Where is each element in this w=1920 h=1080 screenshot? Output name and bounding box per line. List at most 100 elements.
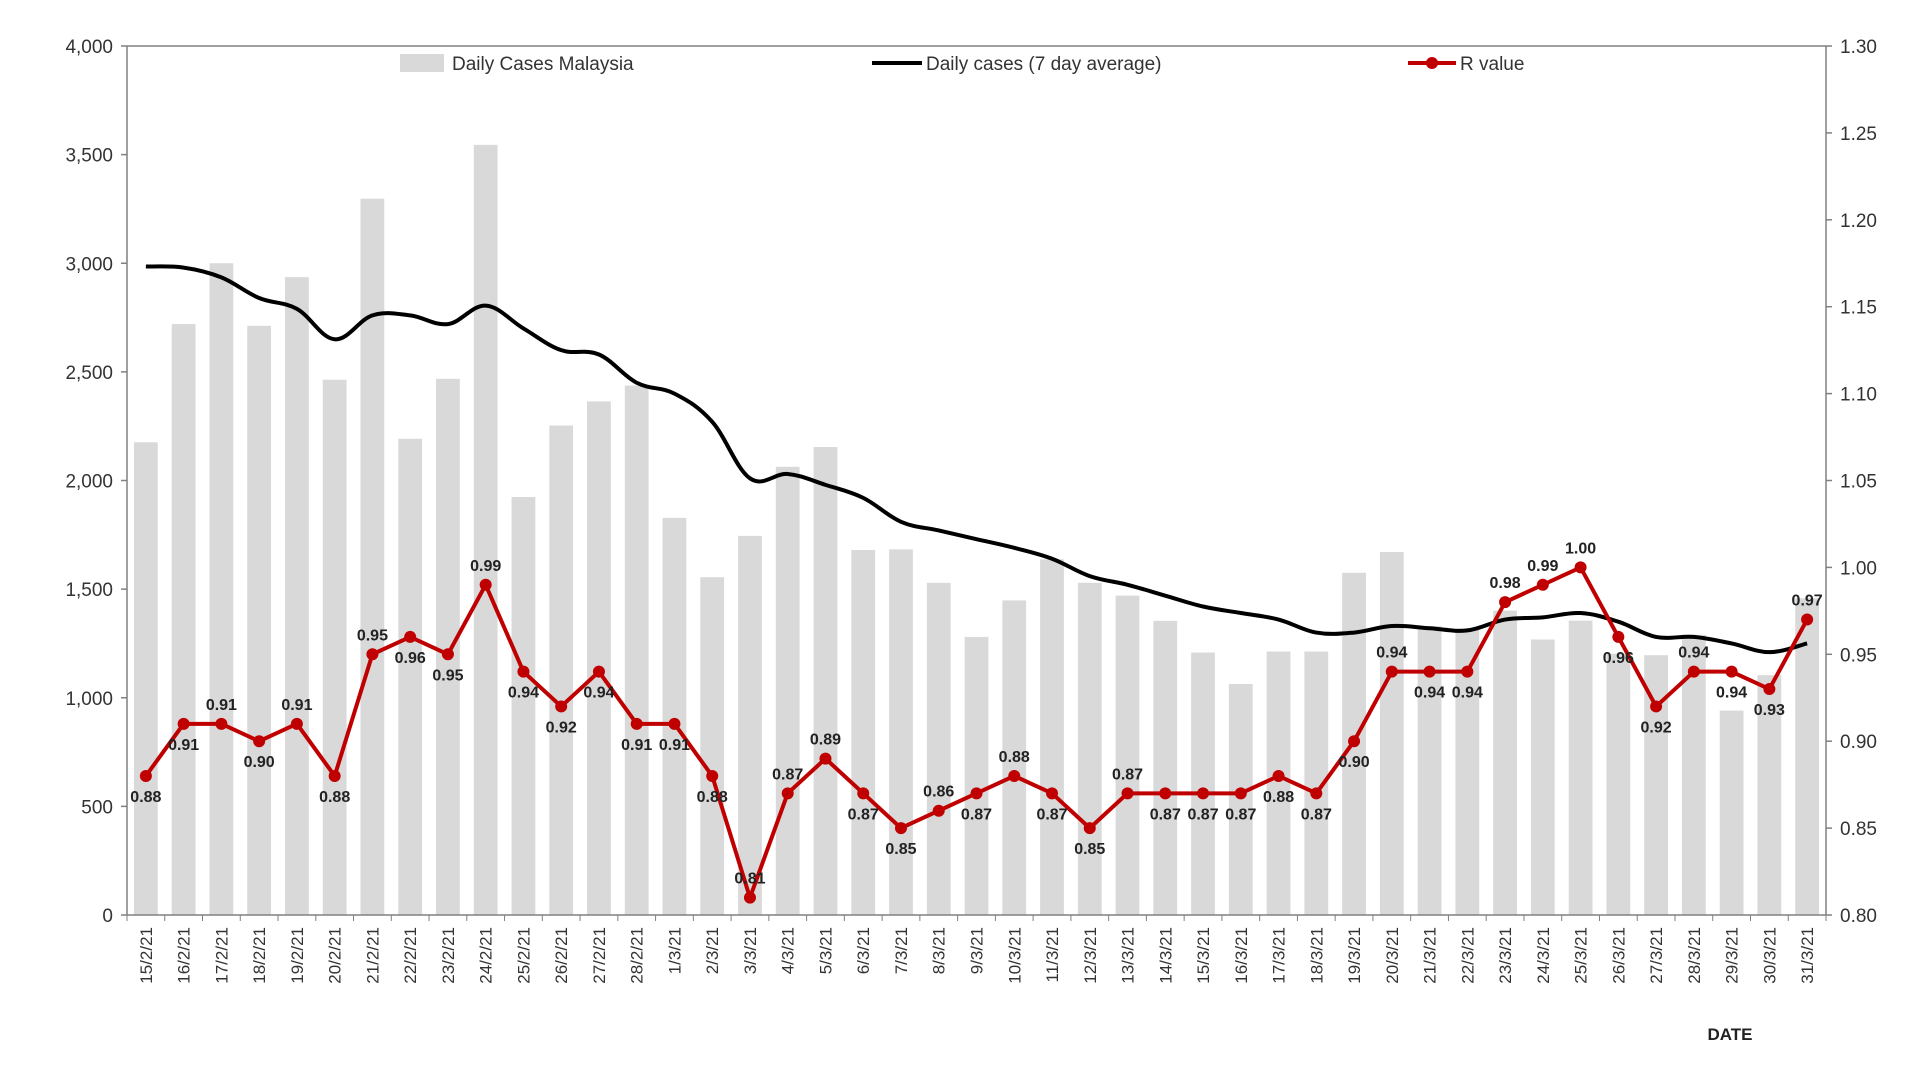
r-label-17/2/21: 0.91 <box>206 697 237 714</box>
r-point-15/3/21 <box>1197 787 1210 800</box>
right-tick-label: 1.05 <box>1840 472 1877 493</box>
r-label-18/2/21: 0.90 <box>244 754 275 771</box>
bar-18/3/21 <box>1304 651 1329 915</box>
legend-label-r-value: R value <box>1460 54 1524 75</box>
right-tick-label: 1.10 <box>1840 385 1877 406</box>
x-tick-label-27/2/21: 27/2/21 <box>590 927 609 984</box>
bar-18/2/21 <box>247 325 272 915</box>
r-label-23/2/21: 0.95 <box>432 667 463 684</box>
right-tick-label: 0.95 <box>1840 645 1877 666</box>
r-point-28/3/21 <box>1687 665 1700 678</box>
x-tick-label-26/2/21: 26/2/21 <box>552 927 571 984</box>
bar-10/3/21 <box>1002 600 1027 915</box>
r-point-28/2/21 <box>630 717 643 730</box>
r-label-19/2/21: 0.91 <box>281 697 312 714</box>
r-point-18/3/21 <box>1310 787 1323 800</box>
r-point-5/3/21 <box>819 752 832 765</box>
x-tick-label-15/3/21: 15/3/21 <box>1194 927 1213 984</box>
r-point-17/3/21 <box>1272 769 1285 782</box>
avg-line-path <box>145 264 1808 655</box>
r-label-6/3/21: 0.87 <box>848 806 879 823</box>
bar-7/3/21 <box>889 549 913 915</box>
x-tick-label-16/2/21: 16/2/21 <box>175 927 194 984</box>
x-tick-label-19/3/21: 19/3/21 <box>1345 927 1364 984</box>
r-point-22/2/21 <box>404 630 417 643</box>
left-tick-label: 1,000 <box>65 689 113 710</box>
x-tick-label-22/3/21: 22/3/21 <box>1458 927 1477 984</box>
r-point-25/3/21 <box>1574 561 1587 574</box>
x-tick-label-24/3/21: 24/3/21 <box>1534 927 1553 984</box>
r-point-20/2/21 <box>328 769 341 782</box>
x-tick-label-26/3/21: 26/3/21 <box>1609 927 1628 984</box>
left-tick-label: 0 <box>102 906 113 927</box>
r-label-29/3/21: 0.94 <box>1716 685 1747 702</box>
bar-17/3/21 <box>1266 651 1291 915</box>
r-label-11/3/21: 0.87 <box>1036 806 1067 823</box>
x-tick-label-6/3/21: 6/3/21 <box>854 927 873 974</box>
r-label-25/3/21: 1.00 <box>1565 540 1596 557</box>
x-tick-label-10/3/21: 10/3/21 <box>1005 927 1024 984</box>
r-point-10/3/21 <box>1008 769 1021 782</box>
x-tick-label-8/3/21: 8/3/21 <box>930 927 949 974</box>
right-tick-label: 0.80 <box>1840 906 1877 927</box>
bar-26/2/21 <box>549 425 574 915</box>
bar-24/3/21 <box>1530 639 1555 915</box>
bar-14/3/21 <box>1153 620 1178 915</box>
bar-3/3/21 <box>738 535 762 915</box>
bar-5/3/21 <box>813 447 838 915</box>
r-label-26/2/21: 0.92 <box>546 719 577 736</box>
r-label-17/3/21: 0.88 <box>1263 789 1294 806</box>
right-tick-label: 1.30 <box>1840 37 1877 58</box>
r-point-23/3/21 <box>1499 596 1512 609</box>
r-label-16/3/21: 0.87 <box>1225 806 1256 823</box>
bar-28/2/21 <box>624 385 649 915</box>
r-point-16/2/21 <box>177 717 190 730</box>
r-point-25/2/21 <box>517 665 530 678</box>
bar-28/3/21 <box>1681 634 1706 915</box>
left-tick-label: 2,500 <box>65 363 113 384</box>
bar-12/3/21 <box>1077 582 1102 915</box>
x-tick-label-16/3/21: 16/3/21 <box>1232 927 1251 984</box>
r-point-21/3/21 <box>1423 665 1436 678</box>
left-tick-label: 500 <box>81 797 113 818</box>
r-point-11/3/21 <box>1046 787 1059 800</box>
x-tick-label-1/3/21: 1/3/21 <box>665 927 684 974</box>
x-tick-label-25/3/21: 25/3/21 <box>1572 927 1591 984</box>
bar-20/3/21 <box>1379 551 1404 915</box>
x-tick-label-25/2/21: 25/2/21 <box>514 927 533 984</box>
r-point-19/3/21 <box>1348 735 1361 748</box>
bar-30/3/21 <box>1757 675 1782 915</box>
r-label-5/3/21: 0.89 <box>810 732 841 749</box>
legend-label-7-day-average: Daily cases (7 day average) <box>926 54 1162 75</box>
bar-21/3/21 <box>1417 626 1442 915</box>
line-series-7-day-average <box>145 264 1808 655</box>
r-point-29/3/21 <box>1725 665 1738 678</box>
r-point-22/3/21 <box>1461 665 1474 678</box>
r-label-23/3/21: 0.98 <box>1490 575 1521 592</box>
x-tick-label-18/3/21: 18/3/21 <box>1307 927 1326 984</box>
bar-21/2/21 <box>360 198 385 915</box>
x-tick-label-28/3/21: 28/3/21 <box>1685 927 1704 984</box>
bar-6/3/21 <box>851 550 876 915</box>
r-label-27/3/21: 0.92 <box>1641 719 1672 736</box>
r-point-12/3/21 <box>1083 822 1096 835</box>
bar-15/3/21 <box>1191 652 1215 915</box>
x-tick-label-22/2/21: 22/2/21 <box>401 927 420 984</box>
r-label-15/2/21: 0.88 <box>130 789 161 806</box>
bar-20/2/21 <box>322 379 347 915</box>
r-value-data-labels: 0.88 0.91 0.91 0.90 0.91 0.88 0.95 0.96 0.95 0.99… <box>130 540 1822 887</box>
r-point-30/3/21 <box>1763 683 1776 696</box>
bar-15/2/21 <box>133 442 158 915</box>
bar-23/3/21 <box>1493 610 1517 915</box>
x-tick-label-19/2/21: 19/2/21 <box>288 927 307 984</box>
r-point-27/2/21 <box>592 665 605 678</box>
r-point-26/3/21 <box>1612 630 1625 643</box>
r-label-18/3/21: 0.87 <box>1301 806 1332 823</box>
x-tick-label-31/3/21: 31/3/21 <box>1798 927 1817 984</box>
r-label-9/3/21: 0.87 <box>961 806 992 823</box>
r-label-28/3/21: 0.94 <box>1678 645 1709 662</box>
r-point-23/2/21 <box>441 648 454 661</box>
right-tick-label: 1.00 <box>1840 558 1877 579</box>
bar-27/3/21 <box>1644 655 1668 915</box>
r-label-14/3/21: 0.87 <box>1150 806 1181 823</box>
